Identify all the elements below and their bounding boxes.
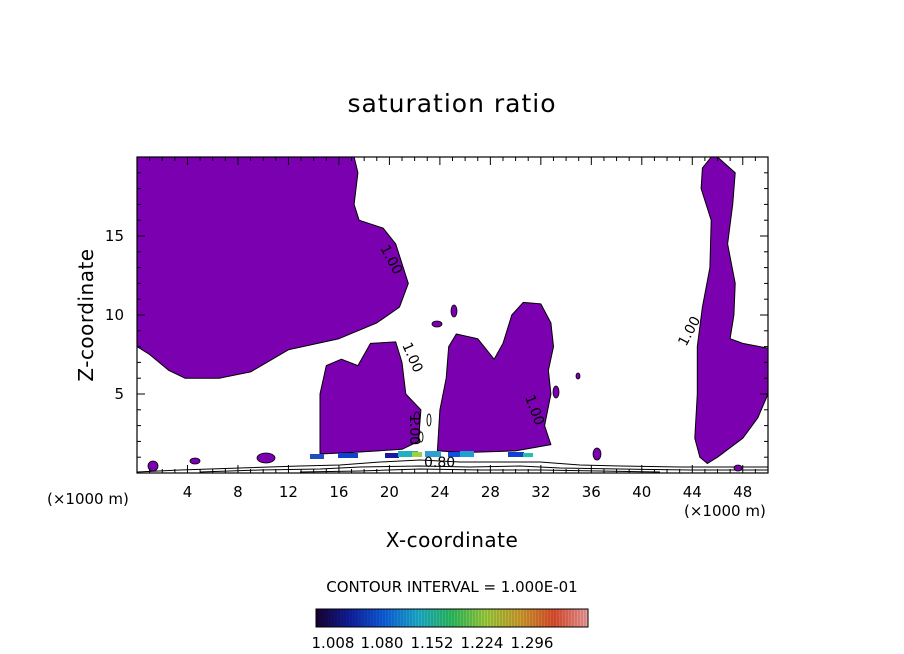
small-cloud-cell: [431, 320, 443, 328]
high-supersaturation-cell: [425, 451, 441, 457]
high-supersaturation-cell: [338, 453, 358, 458]
contour-interval-text: CONTOUR INTERVAL = 1.000E-01: [326, 578, 577, 596]
x-tick-label: 36: [582, 483, 601, 501]
center-right-lobe: [436, 301, 554, 453]
small-cloud-cell: [147, 460, 159, 472]
high-supersaturation-cell: [310, 454, 324, 459]
colorbar-label: 1.152: [411, 634, 454, 652]
colorbar-labels: 1.008 1.080 1.152 1.224 1.296: [312, 634, 554, 652]
x-tick-label: 44: [683, 483, 702, 501]
x-tick-label: 28: [481, 483, 500, 501]
high-supersaturation-cell: [385, 453, 399, 458]
x-tick-label: 16: [329, 483, 348, 501]
surface-contour-line: [199, 465, 768, 473]
x-tick-label: 32: [531, 483, 550, 501]
small-contour-ring: [418, 431, 424, 443]
colorbar-label: 1.080: [361, 634, 404, 652]
x-tick-label: 40: [632, 483, 651, 501]
y-tick-label: 5: [114, 385, 124, 403]
chart-title: saturation ratio: [347, 89, 556, 118]
x-tick-label: 8: [233, 483, 243, 501]
x-axis-label: X-coordinate: [386, 528, 519, 552]
small-contour-ring: [426, 413, 432, 427]
small-cloud-cell: [733, 464, 743, 472]
high-supersaturation-cell: [412, 452, 422, 457]
contour-fills: [136, 156, 769, 464]
y-tick-label: 10: [105, 306, 124, 324]
upper-left-region: [136, 156, 409, 379]
small-cloud-cell: [575, 372, 581, 380]
contour-label: 0.80: [424, 455, 455, 471]
high-supersaturation-cell: [460, 451, 474, 457]
colorbar-label: 1.296: [511, 634, 554, 652]
high-supersaturation-cell: [523, 453, 533, 457]
colorbar-label: 1.224: [461, 634, 504, 652]
center-left-lobe: [319, 341, 422, 455]
plot-area: 1.00 1.00 1.00 1.00 1.00 0.80: [136, 156, 769, 474]
x-tick-labels: 4 8 12 16 20 24 28 32 36 40 44 48: [183, 483, 753, 501]
colorbar-stripes: [317, 609, 586, 627]
small-cloud-cell: [592, 447, 602, 461]
y-axis-label: Z-coordinate: [74, 248, 98, 381]
near-surface-band: [136, 304, 768, 473]
high-supersaturation-cell: [448, 452, 462, 457]
x-unit-label-left: (×1000 m): [47, 490, 129, 508]
small-contour-ring: [413, 411, 421, 425]
small-cloud-cell: [450, 304, 458, 318]
small-cloud-cell: [256, 452, 276, 464]
small-cloud-cell: [552, 385, 560, 399]
y-tick-label: 15: [105, 227, 124, 245]
high-supersaturation-cell: [398, 451, 418, 457]
x-tick-label: 20: [380, 483, 399, 501]
x-tick-label: 24: [430, 483, 449, 501]
right-region: [694, 156, 769, 464]
x-tick-label: 48: [733, 483, 752, 501]
small-cloud-cell: [189, 457, 201, 465]
x-unit-label-right: (×1000 m): [684, 502, 766, 520]
surface-contour-line: [136, 459, 768, 473]
x-tick-label: 12: [279, 483, 298, 501]
colorbar-label: 1.008: [312, 634, 355, 652]
colorbar: [315, 608, 589, 628]
surface-contour-line: [299, 468, 661, 473]
y-tick-labels: 5 10 15: [105, 227, 124, 403]
contour-label: 1.00: [406, 414, 422, 445]
high-supersaturation-cell: [508, 452, 524, 457]
x-tick-label: 4: [183, 483, 193, 501]
axis-ticks: [137, 157, 768, 473]
